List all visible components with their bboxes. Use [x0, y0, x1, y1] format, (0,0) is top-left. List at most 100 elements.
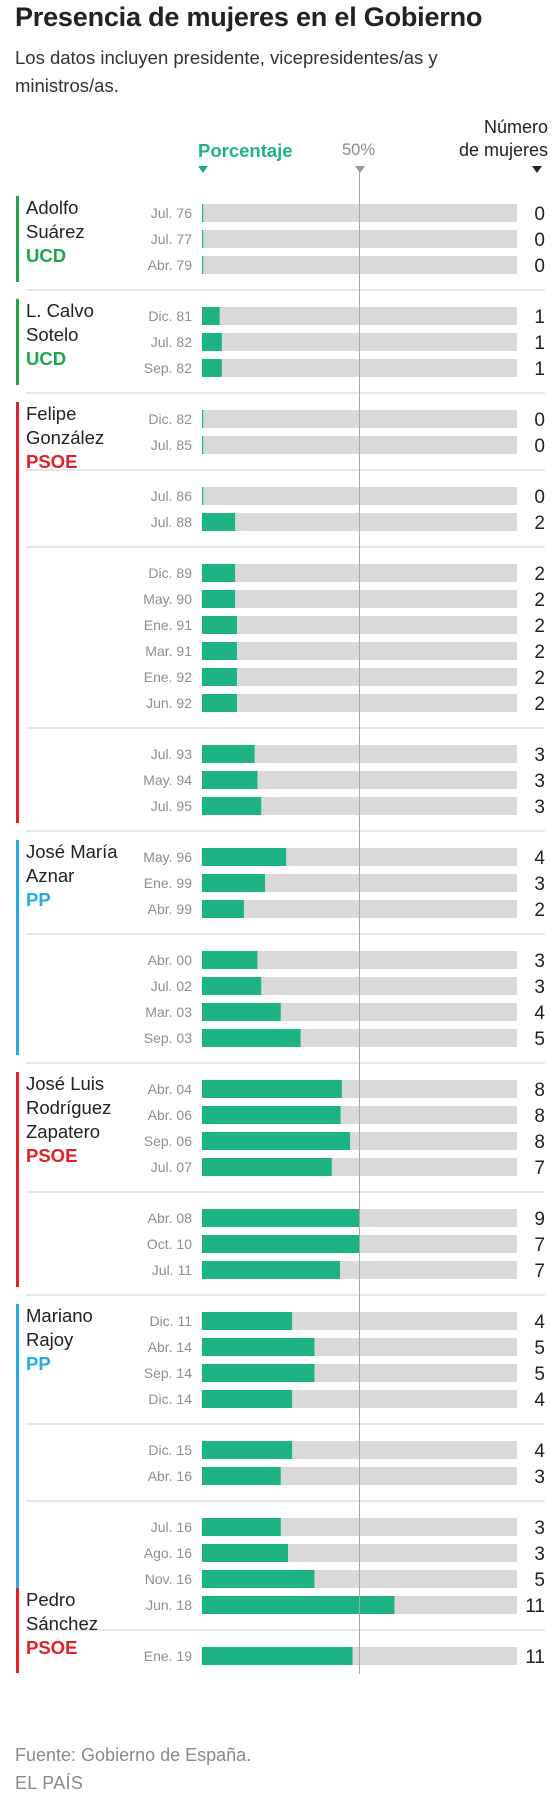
president-name: Rajoy [26, 1329, 74, 1350]
president-name: José María [26, 841, 118, 862]
page-subtitle: Los datos incluyen presidente, vicepresi… [15, 47, 438, 96]
president-name: Suárez [26, 221, 85, 242]
date-label: May. 90 [143, 591, 192, 607]
bar [202, 1390, 293, 1408]
bar [202, 694, 237, 712]
count-header-line2: de mujeres [458, 140, 548, 160]
count-label: 2 [534, 616, 545, 637]
date-label: Oct. 10 [147, 1236, 192, 1252]
date-label: Dic. 81 [148, 308, 192, 324]
count-label: 2 [534, 900, 545, 921]
bar [202, 307, 220, 325]
president-name: Rodríguez [26, 1097, 111, 1118]
bar [202, 1261, 340, 1279]
president-name: L. Calvo [26, 300, 94, 321]
count-label: 5 [534, 1364, 545, 1385]
bar [202, 513, 236, 531]
count-label: 8 [534, 1132, 545, 1153]
count-label: 4 [534, 848, 545, 869]
bar [202, 1132, 351, 1150]
bar [202, 359, 222, 377]
date-label: Abr. 04 [148, 1081, 193, 1097]
party-bar [16, 1072, 19, 1287]
bar [202, 410, 204, 428]
bar [202, 1467, 281, 1485]
count-label: 3 [534, 1467, 545, 1488]
bar [202, 668, 237, 686]
bar [202, 564, 236, 582]
president-name: Zapatero [26, 1121, 100, 1142]
bar [202, 745, 255, 763]
count-label: 0 [534, 436, 545, 457]
date-label: Abr. 06 [148, 1107, 193, 1123]
president-name: Sotelo [26, 324, 78, 345]
percent-header-arrow-icon [198, 166, 208, 173]
count-label: 5 [534, 1029, 545, 1050]
count-label: 1 [534, 307, 545, 328]
count-label: 9 [534, 1209, 545, 1230]
count-label: 3 [534, 951, 545, 972]
date-label: Jul. 82 [151, 334, 192, 350]
count-label: 11 [525, 1647, 545, 1668]
party-bar [16, 299, 19, 385]
count-label: 2 [534, 642, 545, 663]
bar [202, 1003, 281, 1021]
bar [202, 487, 204, 505]
count-label: 4 [534, 1312, 545, 1333]
source-note: Fuente: Gobierno de España. [15, 1745, 252, 1765]
president-name: González [26, 427, 104, 448]
date-label: Sep. 14 [144, 1365, 192, 1381]
party-label: UCD [26, 348, 66, 369]
count-label: 8 [534, 1106, 545, 1127]
date-label: Nov. 16 [145, 1571, 192, 1587]
party-bar [16, 840, 19, 1055]
date-label: Jul. 11 [152, 1262, 192, 1278]
count-label: 4 [534, 1390, 545, 1411]
date-label: Abr. 00 [148, 952, 193, 968]
date-label: Dic. 15 [148, 1442, 192, 1458]
president-name: Mariano [26, 1305, 93, 1326]
count-label: 7 [534, 1158, 545, 1179]
count-label: 2 [534, 564, 545, 585]
count-label: 3 [534, 745, 545, 766]
bar [202, 333, 222, 351]
bar [202, 1441, 293, 1459]
bar [202, 590, 236, 608]
president-name: Felipe [26, 403, 76, 424]
date-label: Jul. 76 [151, 205, 192, 221]
bar [202, 874, 265, 892]
date-label: Dic. 82 [148, 411, 192, 427]
count-label: 5 [534, 1338, 545, 1359]
bar [202, 642, 237, 660]
bar [202, 436, 204, 454]
count-label: 3 [534, 874, 545, 895]
date-label: Jul. 85 [151, 437, 192, 453]
date-label: Jul. 02 [151, 978, 192, 994]
midpoint-label: 50% [342, 141, 376, 159]
count-label: 0 [534, 230, 545, 251]
count-label: 2 [534, 590, 545, 611]
percent-header: Porcentaje [198, 140, 293, 161]
date-label: Ene. 99 [144, 875, 192, 891]
date-label: Jun. 92 [146, 695, 192, 711]
bar [202, 1235, 360, 1253]
date-label: Ene. 19 [144, 1648, 192, 1664]
count-label: 1 [534, 333, 545, 354]
count-label: 1 [534, 359, 545, 380]
count-label: 7 [534, 1261, 545, 1282]
bar [202, 1029, 301, 1047]
publisher-brand: EL PAÍS [15, 1773, 84, 1793]
count-label: 2 [534, 694, 545, 715]
date-label: Jul. 07 [151, 1159, 192, 1175]
count-label: 8 [534, 1080, 545, 1101]
date-label: Abr. 79 [148, 257, 193, 273]
bar [202, 1544, 288, 1562]
count-label: 0 [534, 204, 545, 225]
page-title: Presencia de mujeres en el Gobierno [15, 2, 483, 32]
count-header-line1: Número [483, 117, 548, 137]
date-label: Jul. 95 [151, 798, 192, 814]
count-label: 4 [534, 1003, 545, 1024]
count-label: 0 [534, 256, 545, 277]
date-label: Mar. 91 [145, 643, 192, 659]
